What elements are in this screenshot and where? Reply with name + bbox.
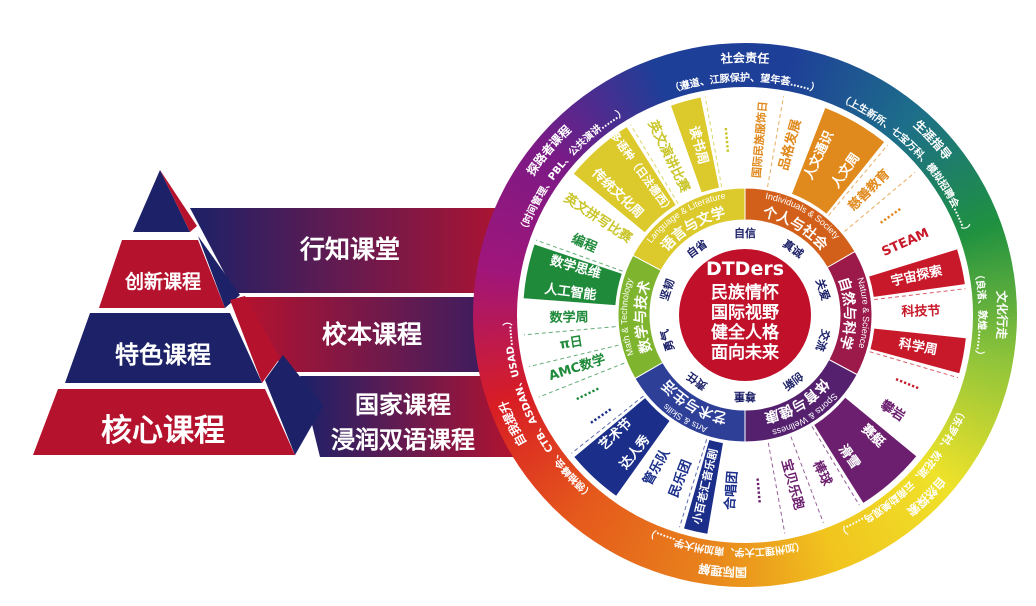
activity-divider xyxy=(523,326,616,336)
tier-label-1: 创新课程 xyxy=(124,270,201,293)
pyramid-tier-2-side xyxy=(230,296,280,383)
core-line: 面向未来 xyxy=(711,342,780,363)
pyramid-tip xyxy=(133,170,190,232)
activity-divider xyxy=(679,439,708,528)
pyramid-tier-3-side xyxy=(265,355,323,455)
activity-divider xyxy=(704,96,723,188)
outer-ring-item: 文化行走 （良渚、敦煌……） xyxy=(972,269,1010,362)
activity-divider xyxy=(767,442,786,534)
activity-item: …… xyxy=(752,442,786,534)
activity-divider xyxy=(535,239,623,272)
activity-item: 合唱团 xyxy=(722,470,741,510)
activity-label: …… xyxy=(752,477,769,504)
core-value: 关爱 xyxy=(813,277,833,302)
activity-divider xyxy=(811,426,860,506)
activity-bar xyxy=(792,108,885,214)
pyramid-tier-3 xyxy=(33,389,295,455)
outer-ring-title: 探路者课程 xyxy=(523,122,574,178)
activity-bar xyxy=(671,97,720,193)
activity-label: 数学周 xyxy=(549,309,588,326)
activity-label: π日 xyxy=(559,334,584,353)
activity-item: 读书周 xyxy=(671,97,720,193)
activity-divider xyxy=(571,395,644,454)
ribbon-1 xyxy=(190,208,520,293)
tier-label-2: 特色课程 xyxy=(115,341,211,369)
activity-label: 科学周 xyxy=(897,335,938,358)
activity-divider xyxy=(869,351,959,379)
activity-bar xyxy=(869,249,965,297)
outer-ring-title: 国际理解 xyxy=(697,561,747,579)
activity-bar xyxy=(523,244,622,306)
core-value: 坚韧 xyxy=(657,277,677,302)
core-line: 健全人格 xyxy=(711,322,780,343)
activity-label: 国际民族服饰日 xyxy=(749,101,770,179)
activity-bar xyxy=(573,127,676,233)
core-value: 勇气 xyxy=(657,328,677,353)
activity-divider xyxy=(767,96,785,188)
core-value: 交流 xyxy=(813,328,833,353)
activity-item: 科学周 xyxy=(870,328,966,374)
outer-ring-title: 自然探索 xyxy=(904,474,949,519)
activity-item: 数学周 xyxy=(523,309,616,336)
activity-bar xyxy=(814,397,917,503)
activity-label: 人工智能 xyxy=(544,281,598,303)
activity-label: 科技节 xyxy=(901,303,940,320)
activity-item: 科技节 xyxy=(874,288,966,320)
ribbon-label-3a: 国家课程 xyxy=(355,391,451,419)
pyramid-tier-2 xyxy=(65,313,262,383)
outer-ring-title: 社会责任 xyxy=(719,50,770,66)
activity-item: π日 xyxy=(528,334,619,368)
ribbon-3 xyxy=(300,376,520,457)
activity-divider xyxy=(844,171,916,232)
pyramid-tier-1-side xyxy=(198,236,240,308)
category-name: 自然与科学 xyxy=(835,275,858,351)
activity-divider xyxy=(874,288,966,301)
activity-divider xyxy=(538,362,625,398)
pyramid-tier-1 xyxy=(99,240,225,308)
activity-item: 国际民族服饰日 xyxy=(749,101,770,179)
pyramid-tip-side xyxy=(160,170,197,232)
activity-divider xyxy=(828,144,889,216)
ribbon-label-2: 校本课程 xyxy=(322,320,422,349)
activity-item: …… xyxy=(704,96,738,188)
core-value: 尊重 xyxy=(734,390,756,404)
outer-ring-subtitle: （良渚、敦煌……） xyxy=(972,269,989,362)
ribbon-2 xyxy=(240,297,520,372)
activity-bar xyxy=(870,328,966,374)
outer-ring-title: 文化行走 xyxy=(994,290,1010,340)
activity-divider xyxy=(790,436,824,523)
activity-divider xyxy=(630,124,679,204)
activity-bar xyxy=(684,439,723,534)
ribbon-label-1: 行知课堂 xyxy=(299,235,400,264)
activity-label: …… xyxy=(721,126,738,153)
ribbon-label-3b: 浸润双语课程 xyxy=(331,426,475,454)
activity-label: 合唱团 xyxy=(722,470,741,510)
core-title: DTDers xyxy=(706,258,784,280)
core-line: 国际视野 xyxy=(711,302,779,323)
category-name: 数学与技术 xyxy=(632,279,655,355)
activity-item: 宇宙探索 xyxy=(869,249,965,297)
activity-divider xyxy=(528,344,619,368)
tier-label-3: 核心课程 xyxy=(101,413,225,449)
core-value: 自信 xyxy=(734,226,756,240)
core-line: 民族情怀 xyxy=(711,282,779,303)
core-circle xyxy=(679,249,811,381)
activity-bar xyxy=(574,398,670,496)
